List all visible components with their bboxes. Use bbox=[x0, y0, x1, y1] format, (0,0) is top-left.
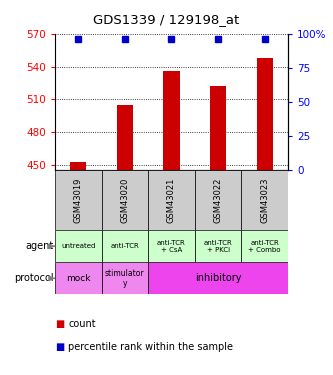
Bar bbox=[102, 230, 148, 262]
Bar bbox=[102, 171, 148, 230]
Text: GSM43023: GSM43023 bbox=[260, 178, 269, 223]
Text: untreated: untreated bbox=[61, 243, 96, 249]
Bar bbox=[102, 262, 148, 294]
Text: stimulator
y: stimulator y bbox=[105, 268, 145, 288]
Text: GSM43020: GSM43020 bbox=[120, 178, 130, 223]
Bar bbox=[117, 105, 133, 171]
Text: protocol: protocol bbox=[14, 273, 54, 284]
Text: GDS1339 / 129198_at: GDS1339 / 129198_at bbox=[93, 13, 240, 26]
Text: ■: ■ bbox=[55, 320, 64, 329]
Text: mock: mock bbox=[66, 274, 91, 283]
Bar bbox=[55, 262, 102, 294]
Bar bbox=[70, 162, 87, 171]
Bar bbox=[148, 171, 195, 230]
Text: percentile rank within the sample: percentile rank within the sample bbox=[68, 342, 233, 352]
Text: count: count bbox=[68, 320, 96, 329]
Text: anti-TCR
+ PKCi: anti-TCR + PKCi bbox=[204, 240, 232, 253]
Bar bbox=[55, 171, 102, 230]
Bar bbox=[195, 171, 241, 230]
Bar bbox=[163, 71, 180, 171]
Text: GSM43021: GSM43021 bbox=[167, 178, 176, 223]
Text: GSM43022: GSM43022 bbox=[213, 178, 223, 223]
Bar bbox=[241, 230, 288, 262]
Bar bbox=[195, 230, 241, 262]
Bar bbox=[241, 171, 288, 230]
Text: anti-TCR: anti-TCR bbox=[111, 243, 139, 249]
Text: agent: agent bbox=[26, 241, 54, 251]
Text: GSM43019: GSM43019 bbox=[74, 178, 83, 223]
Text: inhibitory: inhibitory bbox=[195, 273, 241, 284]
Text: ■: ■ bbox=[55, 342, 64, 352]
Bar bbox=[148, 262, 288, 294]
Bar bbox=[55, 230, 102, 262]
Text: anti-TCR
+ CsA: anti-TCR + CsA bbox=[157, 240, 186, 253]
Bar bbox=[257, 58, 273, 171]
Bar bbox=[210, 86, 226, 171]
Bar bbox=[148, 230, 195, 262]
Text: anti-TCR
+ Combo: anti-TCR + Combo bbox=[248, 240, 281, 253]
